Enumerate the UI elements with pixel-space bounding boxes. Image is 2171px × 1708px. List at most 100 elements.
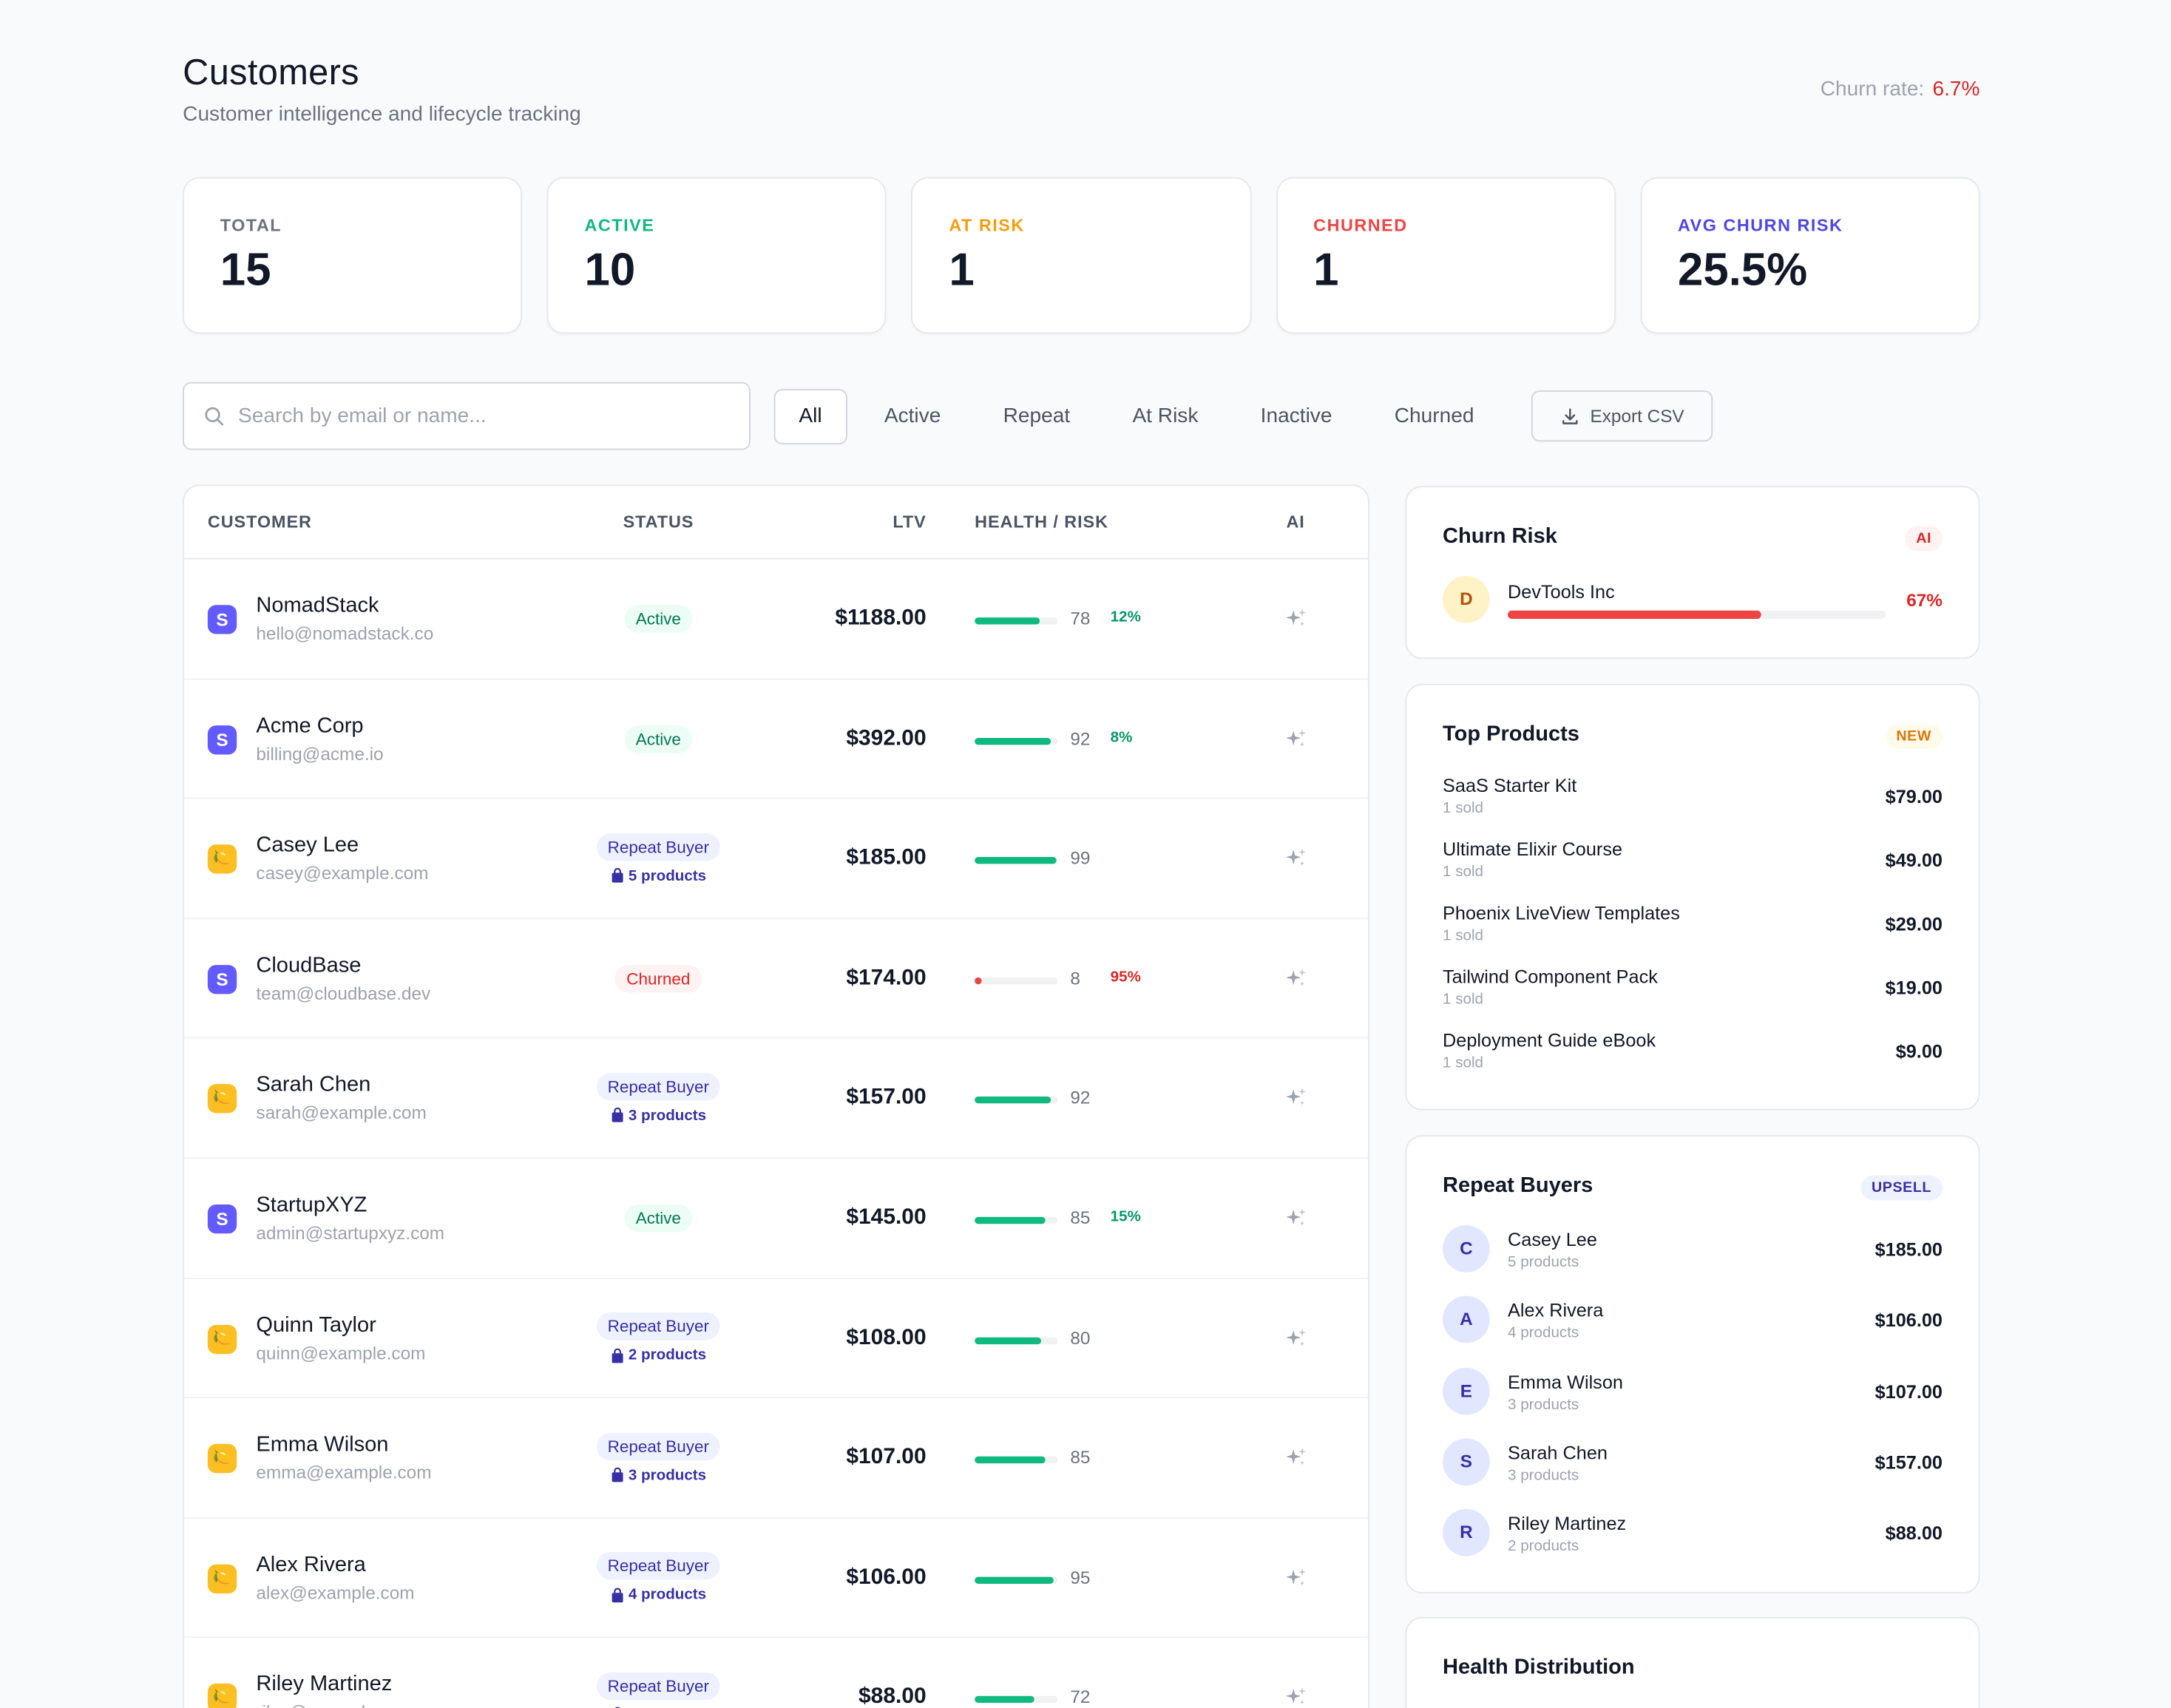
- buyer-products: 3 products: [1508, 1396, 1579, 1413]
- products-count-label: 3 products: [628, 1107, 707, 1125]
- table-row[interactable]: S StartupXYZ admin@startupxyz.com Active $14…: [184, 1159, 1368, 1279]
- search-input[interactable]: [238, 404, 723, 428]
- table-row[interactable]: 🍋 Quinn Taylor quinn@example.com Repeat Buy…: [184, 1278, 1368, 1399]
- ai-sparkle-icon[interactable]: [1284, 1446, 1309, 1471]
- health-bar: [975, 1576, 1058, 1584]
- customer-name[interactable]: Alex Rivera: [256, 1553, 366, 1577]
- product-item[interactable]: SaaS Starter Kit 1 sold $79.00: [1443, 776, 1943, 831]
- filter-tab-all[interactable]: All: [773, 389, 847, 445]
- health-bar-fill: [975, 1336, 1042, 1344]
- avatar: R: [1443, 1509, 1490, 1556]
- search-box[interactable]: [183, 382, 751, 450]
- stat-value: 1: [1313, 243, 1339, 295]
- status-badge: Repeat Buyer: [596, 1312, 720, 1341]
- stripe-logo-icon: S: [207, 964, 237, 994]
- products-count-label: 5 products: [628, 867, 707, 884]
- customer-email: team@cloudbase.dev: [256, 982, 431, 1004]
- table-row[interactable]: 🍋 Alex Rivera alex@example.com Repeat Buyer…: [184, 1519, 1368, 1638]
- health-distribution-card: Health Distribution: [1405, 1616, 1980, 1708]
- product-sold: 1 sold: [1443, 927, 1484, 944]
- customer-name[interactable]: NomadStack: [256, 594, 379, 618]
- ltv-value: $107.00: [846, 1446, 927, 1469]
- page-subtitle: Customer intelligence and lifecycle trac…: [183, 102, 581, 126]
- filter-tab-repeat[interactable]: Repeat: [1003, 404, 1071, 428]
- risk-customer-name[interactable]: DevTools Inc: [1508, 581, 1615, 603]
- repeat-buyer-item[interactable]: S Sarah Chen 3 products $157.00: [1443, 1438, 1943, 1488]
- repeat-buyers-title: Repeat Buyers: [1443, 1173, 1593, 1198]
- churn-rate-value: 6.7%: [1932, 77, 1980, 101]
- ai-sparkle-icon[interactable]: [1284, 726, 1309, 751]
- product-name: Ultimate Elixir Course: [1443, 838, 1623, 860]
- table-row[interactable]: S Acme Corp billing@acme.io Active $392.00 92…: [184, 680, 1368, 799]
- table-row[interactable]: 🍋 Riley Martinez riley@example.com Repeat B…: [184, 1638, 1368, 1708]
- filter-tab-active[interactable]: Active: [884, 404, 941, 428]
- buyer-products: 2 products: [1508, 1538, 1579, 1556]
- ai-sparkle-icon[interactable]: [1284, 1565, 1309, 1590]
- ai-sparkle-icon[interactable]: [1284, 846, 1309, 871]
- customer-name[interactable]: Casey Lee: [256, 833, 359, 858]
- buyer-products: 3 products: [1508, 1467, 1579, 1485]
- ltv-value: $88.00: [858, 1685, 927, 1708]
- product-item[interactable]: Deployment Guide eBook 1 sold $9.00: [1443, 1030, 1943, 1085]
- ai-sparkle-icon[interactable]: [1284, 1326, 1309, 1351]
- status-cell: Repeat Buyer 4 products: [565, 1519, 752, 1638]
- column-header-customer[interactable]: CUSTOMER: [207, 512, 312, 532]
- customer-email: hello@nomadstack.co: [256, 623, 434, 644]
- status-cell: Repeat Buyer 2 products: [565, 1278, 752, 1397]
- stat-card: ACTIVE 10: [546, 177, 887, 334]
- table-row[interactable]: 🍋 Casey Lee casey@example.com Repeat Buyer 5…: [184, 799, 1368, 919]
- table-row[interactable]: S CloudBase team@cloudbase.dev Churned $174.…: [184, 919, 1368, 1040]
- repeat-buyer-item[interactable]: R Riley Martinez 2 products $88.00: [1443, 1509, 1943, 1559]
- filter-tab-churned[interactable]: Churned: [1394, 404, 1474, 428]
- health-bar-fill: [975, 1457, 1046, 1464]
- products-count-label: 2 products: [628, 1346, 707, 1364]
- customer-name[interactable]: Riley Martinez: [256, 1673, 393, 1697]
- export-csv-button[interactable]: Export CSV: [1531, 390, 1713, 442]
- filter-tab-inactive[interactable]: Inactive: [1260, 404, 1332, 428]
- column-header-health[interactable]: HEALTH / RISK: [975, 512, 1108, 532]
- ltv-value: $1188.00: [835, 606, 927, 630]
- ai-sparkle-icon[interactable]: [1284, 1086, 1309, 1111]
- customer-name[interactable]: Quinn Taylor: [256, 1313, 376, 1337]
- ai-sparkle-icon[interactable]: [1284, 966, 1309, 992]
- stats-row: TOTAL 15 ACTIVE 10 AT RISK 1 CHURNED 1 AVG CHURN…: [183, 177, 1980, 334]
- customer-name[interactable]: Emma Wilson: [256, 1433, 389, 1457]
- health-bar-fill: [975, 977, 982, 984]
- churn-risk-title: Churn Risk: [1443, 524, 1557, 549]
- risk-percent: 67%: [1906, 589, 1943, 611]
- table-row[interactable]: 🍋 Sarah Chen sarah@example.com Repeat Buyer…: [184, 1039, 1368, 1159]
- health-bar-fill: [975, 1576, 1054, 1584]
- stat-label: TOTAL: [220, 216, 282, 236]
- repeat-buyer-item[interactable]: E Emma Wilson 3 products $107.00: [1443, 1367, 1943, 1417]
- table-row[interactable]: S NomadStack hello@nomadstack.co Active $118…: [184, 559, 1368, 680]
- product-item[interactable]: Phoenix LiveView Templates 1 sold $29.00: [1443, 903, 1943, 958]
- customer-name[interactable]: CloudBase: [256, 953, 362, 977]
- buyer-name: Emma Wilson: [1508, 1371, 1623, 1392]
- status-badge: Repeat Buyer: [596, 833, 720, 861]
- status-cell: Active: [565, 559, 752, 678]
- customer-email: casey@example.com: [256, 862, 429, 884]
- column-header-ltv[interactable]: LTV: [893, 512, 927, 532]
- stat-value: 1: [949, 243, 975, 295]
- customer-name[interactable]: Acme Corp: [256, 714, 364, 738]
- customer-name[interactable]: StartupXYZ: [256, 1193, 368, 1217]
- repeat-buyer-item[interactable]: A Alex Rivera 4 products $106.00: [1443, 1296, 1943, 1346]
- table-row[interactable]: 🍋 Emma Wilson emma@example.com Repeat Buyer…: [184, 1398, 1368, 1519]
- ai-sparkle-icon[interactable]: [1284, 1206, 1309, 1231]
- lemon-logo-icon: 🍋: [207, 844, 237, 874]
- buyer-name: Alex Rivera: [1508, 1300, 1604, 1321]
- repeat-buyer-item[interactable]: C Casey Lee 5 products $185.00: [1443, 1225, 1943, 1275]
- product-price: $49.00: [1885, 850, 1943, 871]
- product-item[interactable]: Tailwind Component Pack 1 sold $19.00: [1443, 966, 1943, 1022]
- ai-sparkle-icon[interactable]: [1284, 1685, 1309, 1708]
- filter-tab-at-risk[interactable]: At Risk: [1132, 404, 1199, 428]
- product-price: $19.00: [1885, 977, 1943, 999]
- ltv-value: $185.00: [846, 846, 927, 870]
- buyer-name: Riley Martinez: [1508, 1513, 1627, 1534]
- ai-sparkle-icon[interactable]: [1284, 606, 1309, 631]
- column-header-status[interactable]: STATUS: [623, 512, 694, 532]
- products-count: 5 products: [610, 867, 706, 884]
- product-item[interactable]: Ultimate Elixir Course 1 sold $49.00: [1443, 839, 1943, 895]
- ai-badge: AI: [1905, 526, 1943, 552]
- customer-name[interactable]: Sarah Chen: [256, 1073, 371, 1097]
